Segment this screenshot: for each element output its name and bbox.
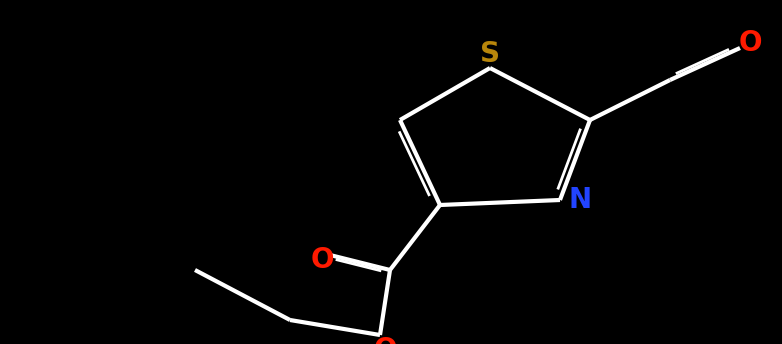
Text: O: O [738, 29, 762, 57]
Text: O: O [373, 336, 396, 344]
Text: S: S [480, 40, 500, 68]
Text: N: N [569, 186, 591, 214]
Text: O: O [310, 246, 334, 274]
